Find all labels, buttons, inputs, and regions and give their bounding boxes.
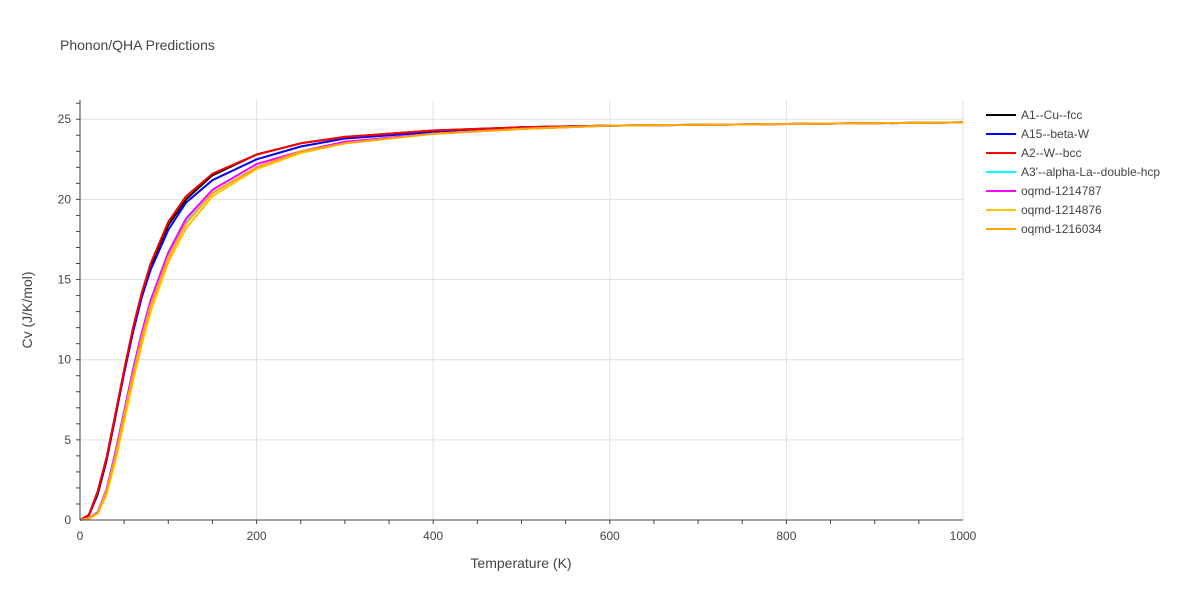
axes: 0 200 400 600 800 1000 0 5 10 15 20 25 xyxy=(58,100,977,543)
y-tick-label-3: 15 xyxy=(58,273,72,287)
y-tick-label-5: 25 xyxy=(58,112,72,126)
x-axis-title: Temperature (K) xyxy=(470,555,571,571)
series-line-2 xyxy=(79,121,964,521)
y-tick-label-4: 20 xyxy=(58,192,72,206)
series-line-5 xyxy=(79,121,964,521)
legend-item-4[interactable]: oqmd-1214787 xyxy=(986,184,1102,198)
legend-item-5[interactable]: oqmd-1214876 xyxy=(986,203,1102,217)
legend-label: oqmd-1214876 xyxy=(1021,203,1102,217)
legend-item-0[interactable]: A1--Cu--fcc xyxy=(986,108,1082,122)
grid xyxy=(80,100,964,520)
series-line-1 xyxy=(79,121,964,521)
series-line-4 xyxy=(79,121,964,521)
x-tick-label-5: 1000 xyxy=(950,529,977,543)
x-tick-label-1: 200 xyxy=(247,529,267,543)
y-axis-title: Cv (J/K/mol) xyxy=(19,272,35,349)
legend: A1--Cu--fcc A15--beta-W A2--W--bcc A3'--alp… xyxy=(986,108,1160,236)
legend-item-6[interactable]: oqmd-1216034 xyxy=(986,222,1102,236)
x-tick-label-2: 400 xyxy=(423,529,443,543)
chart-title: Phonon/QHA Predictions xyxy=(60,37,215,53)
series-lines xyxy=(79,121,964,521)
x-tick-label-3: 600 xyxy=(600,529,620,543)
series-line-6 xyxy=(79,121,964,521)
series-line-3 xyxy=(79,121,964,521)
legend-label: oqmd-1216034 xyxy=(1021,222,1102,236)
legend-label: A2--W--bcc xyxy=(1021,146,1081,160)
legend-label: A1--Cu--fcc xyxy=(1021,108,1082,122)
series-line-0 xyxy=(79,121,964,521)
legend-label: A3'--alpha-La--double-hcp xyxy=(1021,165,1160,179)
y-tick-label-0: 0 xyxy=(64,513,71,527)
legend-item-3[interactable]: A3'--alpha-La--double-hcp xyxy=(986,165,1160,179)
y-tick-label-2: 10 xyxy=(58,353,72,367)
legend-item-1[interactable]: A15--beta-W xyxy=(986,127,1090,141)
legend-item-2[interactable]: A2--W--bcc xyxy=(986,146,1081,160)
legend-label: A15--beta-W xyxy=(1021,127,1090,141)
x-tick-label-0: 0 xyxy=(77,529,84,543)
y-tick-label-1: 5 xyxy=(64,433,71,447)
legend-label: oqmd-1214787 xyxy=(1021,184,1102,198)
x-tick-label-4: 800 xyxy=(776,529,796,543)
